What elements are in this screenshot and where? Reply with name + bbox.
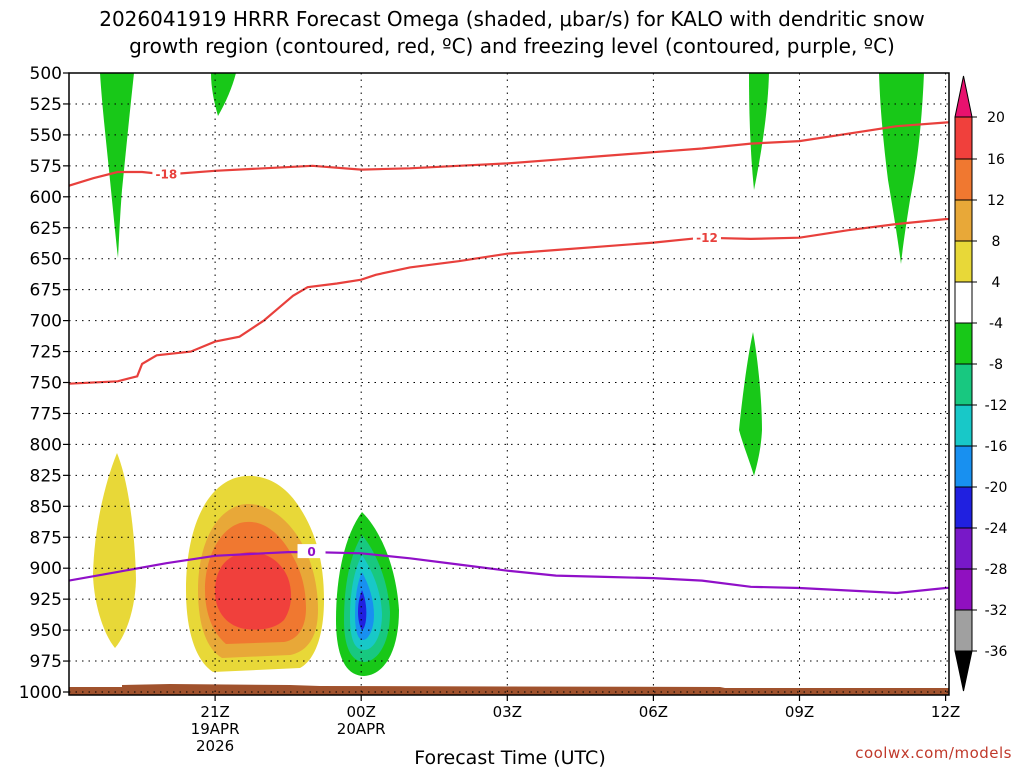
y-tick-label: 575: [30, 157, 62, 177]
y-tick-label: 525: [30, 95, 62, 115]
x-tick-label: 20APR: [337, 720, 386, 738]
x-tick-label: 00Z: [347, 703, 376, 721]
y-tick-label: 1000: [19, 683, 62, 703]
contour-label--12: -12: [696, 231, 718, 245]
y-tick-label: 625: [30, 219, 62, 239]
ground-surface: [69, 684, 949, 695]
omega-neg4-blob-2: [211, 73, 236, 116]
colorbar-band-neg4: [954, 322, 973, 365]
colorbar: 20 16 12 8 4 -4 -8 -12 -16 -20 -24 -28 -32 -36: [954, 75, 1008, 692]
colorbar-label: -8: [989, 357, 1003, 373]
colorbar-band-neg12: [954, 404, 973, 447]
y-tick-label: 675: [30, 281, 62, 301]
colorbar-label: -36: [985, 644, 1008, 660]
colorbar-band-neg32: [954, 609, 973, 652]
contour-line--12: [69, 217, 949, 385]
y-tick-label: 600: [30, 188, 62, 208]
x-tick-label: 21Z: [200, 703, 229, 721]
x-tick-label: 03Z: [493, 703, 522, 721]
contour-label-bg: [297, 544, 326, 559]
colorbar-label: -4: [989, 316, 1003, 332]
y-tick-label: 925: [30, 590, 62, 610]
omega-neg4-blob-4: [879, 73, 924, 264]
colorbar-label: -12: [985, 398, 1008, 414]
x-tick-label: 12Z: [931, 703, 960, 721]
contour-label-0: 0: [307, 545, 315, 559]
contour-labels: -18 -12 0: [152, 166, 721, 559]
y-tick-label: 775: [30, 404, 62, 424]
omega-neg4-blob-1: [100, 73, 134, 258]
colorbar-band-pos4: [954, 240, 973, 283]
colorbar-band-neg24: [954, 527, 973, 570]
colorbar-band-neg28: [954, 568, 973, 611]
colorbar-label: -20: [985, 480, 1008, 496]
colorbar-label: -16: [985, 439, 1008, 455]
contour-label-bg: [152, 166, 181, 181]
colorbar-band-neg16: [954, 445, 973, 488]
x-tick-label: 06Z: [639, 703, 668, 721]
x-tick-label: 2026: [196, 737, 234, 755]
y-tick-label: 900: [30, 559, 62, 579]
colorbar-band-pos12: [954, 158, 973, 201]
colorbar-band-pos8: [954, 199, 973, 242]
x-tick-label: 09Z: [785, 703, 814, 721]
omega-neg4-blob-5: [739, 332, 762, 476]
y-tick-label: 975: [30, 652, 62, 672]
colorbar-band-neg20: [954, 486, 973, 529]
omega-pos4-blob-1: [93, 453, 136, 648]
colorbar-band-pos16: [954, 116, 973, 160]
plot-frame: [68, 72, 950, 696]
y-tick-label: 500: [30, 64, 62, 84]
colorbar-bottom-arrow: [954, 650, 973, 692]
colorbar-label: 4: [992, 275, 1001, 291]
colorbar-label: -32: [985, 603, 1008, 619]
colorbar-label: 8: [992, 234, 1001, 250]
colorbar-top-arrow: [954, 75, 973, 118]
y-tick-label: 550: [30, 126, 62, 146]
colorbar-label: 20: [987, 110, 1005, 126]
omega-positive-core: [186, 475, 324, 672]
colorbar-band-neutral: [954, 281, 973, 324]
credit-text: coolwx.com/models: [855, 744, 1012, 762]
omega-neg4-blob-3: [749, 73, 769, 190]
chart-title-line2: growth region (contoured, red, ºC) and f…: [129, 34, 895, 58]
y-tick-label: 950: [30, 621, 62, 641]
y-axis-pressure: 500 525 550 575 600 625 650 675 700 725 750 775 800 8…: [19, 64, 69, 703]
contour-label--18: -18: [156, 168, 178, 182]
y-tick-label: 800: [30, 435, 62, 455]
colorbar-label: 12: [987, 193, 1005, 209]
colorbar-label: -24: [985, 521, 1008, 537]
y-tick-label: 825: [30, 466, 62, 486]
chart-title-line1: 2026041919 HRRR Forecast Omega (shaded, …: [99, 7, 925, 31]
contour-label-bg: [692, 229, 721, 244]
x-axis-label: Forecast Time (UTC): [414, 747, 605, 768]
y-tick-label: 875: [30, 528, 62, 548]
y-tick-label: 700: [30, 312, 62, 332]
colorbar-label: -28: [985, 562, 1008, 578]
colorbar-band-neg8: [954, 363, 973, 406]
y-tick-label: 650: [30, 250, 62, 270]
omega-shading: [93, 73, 924, 676]
y-tick-label: 850: [30, 497, 62, 517]
contour-line-0: [69, 551, 949, 595]
x-tick-label: 19APR: [191, 720, 240, 738]
y-tick-label: 750: [30, 374, 62, 394]
y-tick-label: 725: [30, 343, 62, 363]
colorbar-label: 16: [987, 152, 1005, 168]
